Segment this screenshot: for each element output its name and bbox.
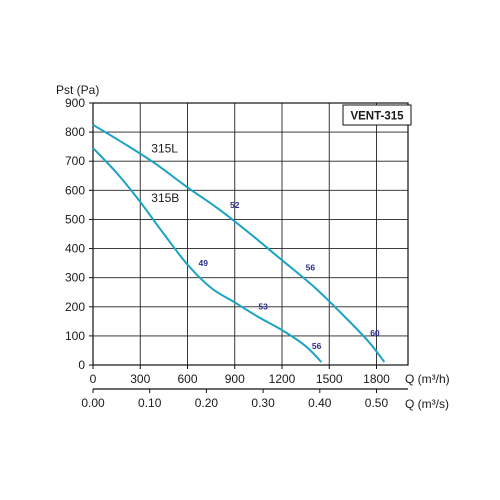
- noise-level-label: 53: [258, 302, 268, 312]
- x2-axis-title: Q (m³/s): [405, 397, 449, 411]
- x-tick-label: 1800: [363, 372, 390, 386]
- noise-level-label: 60: [370, 328, 380, 338]
- x2-tick-label: 0.30: [251, 396, 275, 410]
- y-tick-label: 500: [65, 212, 85, 226]
- y-axis-title: Pst (Pa): [56, 83, 99, 97]
- chart-title: VENT-315: [350, 111, 404, 123]
- noise-level-label: 56: [306, 262, 316, 272]
- y-tick-label: 400: [65, 242, 85, 256]
- x-tick-label: 600: [177, 372, 197, 386]
- y-tick-label: 900: [65, 96, 85, 110]
- grid: [92, 102, 409, 366]
- x-tick-label: 900: [225, 372, 245, 386]
- plot-frame: [92, 102, 409, 366]
- x2-tick-label: 0.20: [195, 396, 219, 410]
- noise-level-label: 56: [312, 341, 322, 351]
- x-tick-label: 1500: [316, 372, 343, 386]
- x2-tick-label: 0.40: [308, 396, 332, 410]
- noise-level-label: 52: [230, 200, 240, 210]
- x2-tick-label: 0.10: [138, 396, 162, 410]
- curves: [92, 123, 386, 363]
- y-tick-label: 300: [65, 271, 85, 285]
- y-tick-label: 800: [65, 125, 85, 139]
- x-tick-label: 0: [90, 372, 97, 386]
- y-tick-label: 200: [65, 300, 85, 314]
- x-axis-title: Q (m³/h): [405, 372, 450, 386]
- x2-tick-label: 0.50: [365, 396, 389, 410]
- axes: 0 100 200 300 400 500 600 700 800 900 0 300 600 900 12…: [65, 96, 408, 410]
- x-tick-label: 1200: [269, 372, 296, 386]
- series-line-315B: [92, 147, 323, 363]
- y-tick-label: 700: [65, 154, 85, 168]
- series-label-315B: 315B: [151, 191, 179, 205]
- x-tick-label: 300: [130, 372, 150, 386]
- x2-tick-label: 0.00: [81, 396, 105, 410]
- annotations: 315L 315B 52 56 60 49 53 56: [151, 141, 380, 351]
- series-line-315L: [92, 123, 386, 363]
- y-tick-label: 0: [78, 358, 85, 372]
- title-box: [342, 104, 412, 126]
- series-label-315L: 315L: [151, 141, 178, 155]
- noise-level-label: 49: [199, 258, 209, 268]
- y-tick-label: 100: [65, 329, 85, 343]
- y-tick-label: 600: [65, 183, 85, 197]
